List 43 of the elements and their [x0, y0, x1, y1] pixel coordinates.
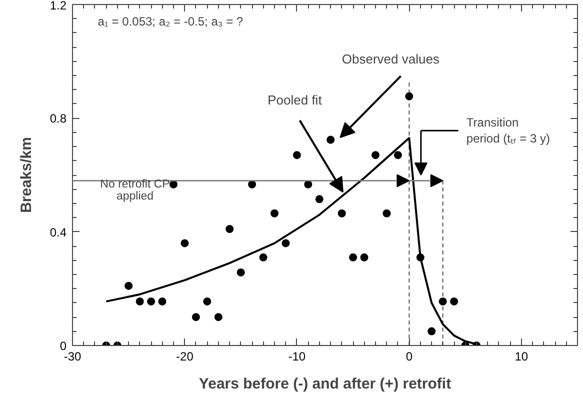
point [405, 92, 414, 100]
x-tick-label: 10 [514, 350, 528, 364]
point [315, 195, 324, 204]
point [158, 297, 166, 306]
y-axis-title: Breaks/km [18, 137, 35, 213]
point [214, 313, 222, 322]
point [136, 297, 144, 306]
point [292, 151, 301, 160]
annotation: a₁ = 0.053; a₂ = -0.5; a₃ = ? [98, 14, 244, 29]
point [192, 313, 200, 322]
y-tick-label: 0.8 [50, 112, 67, 126]
point [450, 297, 458, 306]
point [438, 297, 447, 306]
point [270, 209, 278, 218]
point [428, 327, 436, 336]
point [360, 253, 368, 262]
point [282, 239, 290, 248]
point [338, 209, 346, 218]
point [170, 180, 178, 188]
point [394, 151, 402, 160]
point [259, 253, 268, 262]
x-axis-title: Years before (-) and after (+) retrofit [198, 376, 452, 392]
ref-line-label: No retrofit CP applied [100, 178, 170, 203]
point [226, 225, 234, 233]
point [326, 136, 335, 144]
point [124, 282, 133, 290]
point [236, 268, 245, 276]
point [180, 239, 189, 248]
point [248, 180, 256, 188]
annotation: Pooled fit [268, 92, 322, 108]
point [349, 253, 358, 262]
annotation: Observed values [342, 52, 440, 67]
annotation: Transition period (tₜᵣ = 3 y) [466, 116, 550, 146]
x-tick-label: -10 [288, 350, 306, 364]
point [203, 297, 212, 306]
x-tick-label: 0 [406, 350, 413, 364]
point [382, 209, 391, 218]
y-tick-label: 0.4 [50, 225, 67, 240]
y-tick-label: 1.2 [50, 0, 67, 12]
x-tick-label: -20 [176, 350, 194, 364]
point [372, 151, 380, 160]
point [304, 180, 312, 188]
point [147, 297, 156, 306]
